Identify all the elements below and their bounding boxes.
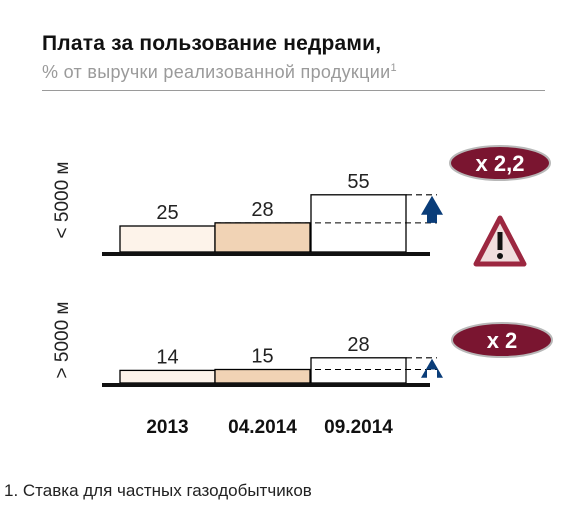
warning-icon-bar	[497, 232, 503, 250]
bar-04.2014	[214, 368, 311, 384]
title-divider	[42, 90, 545, 91]
warning-icon-dot	[497, 253, 503, 259]
multiplier-badge	[451, 322, 553, 358]
tick-label-09.2014: 09.2014	[324, 417, 393, 438]
bar-chart: < 5000 м 25 28 55 x 2,2 > 5000 м 14 15 28 x 2 2013…	[52, 145, 553, 438]
chart-title: Плата за пользование недрами,	[42, 32, 382, 55]
bar-09.2014	[310, 357, 407, 384]
data-label-2013: 14	[156, 346, 178, 368]
x-axis-baseline	[102, 252, 430, 256]
footnote: 1. Ставка для частных газодобытчиков	[4, 481, 312, 500]
subtitle-footnote-marker: 1	[390, 62, 397, 74]
multiplier-badge	[449, 145, 551, 181]
data-label-04.2014: 15	[251, 346, 273, 368]
bar-2013	[119, 369, 216, 384]
x-axis-baseline	[102, 383, 430, 387]
subtitle-text: % от выручки реализованной продукции	[42, 62, 391, 82]
data-label-2013: 25	[156, 202, 178, 224]
data-label-04.2014: 28	[251, 199, 273, 221]
multiplier-label: x 2	[487, 328, 518, 353]
increase-arrow-icon	[421, 195, 443, 223]
bar-2013	[119, 225, 216, 253]
tick-label-04.2014: 04.2014	[228, 417, 297, 438]
tick-label-2013: 2013	[146, 417, 188, 438]
multiplier-label: x 2,2	[476, 151, 525, 176]
bar-04.2014	[214, 222, 311, 253]
chart-subtitle: % от выручки реализованной продукции1	[42, 62, 397, 83]
group-label: > 5000 м	[52, 302, 73, 379]
group-label: < 5000 м	[52, 162, 73, 239]
increase-arrow-icon	[421, 358, 443, 378]
data-label-09.2014: 55	[347, 171, 369, 193]
data-label-09.2014: 28	[347, 334, 369, 356]
